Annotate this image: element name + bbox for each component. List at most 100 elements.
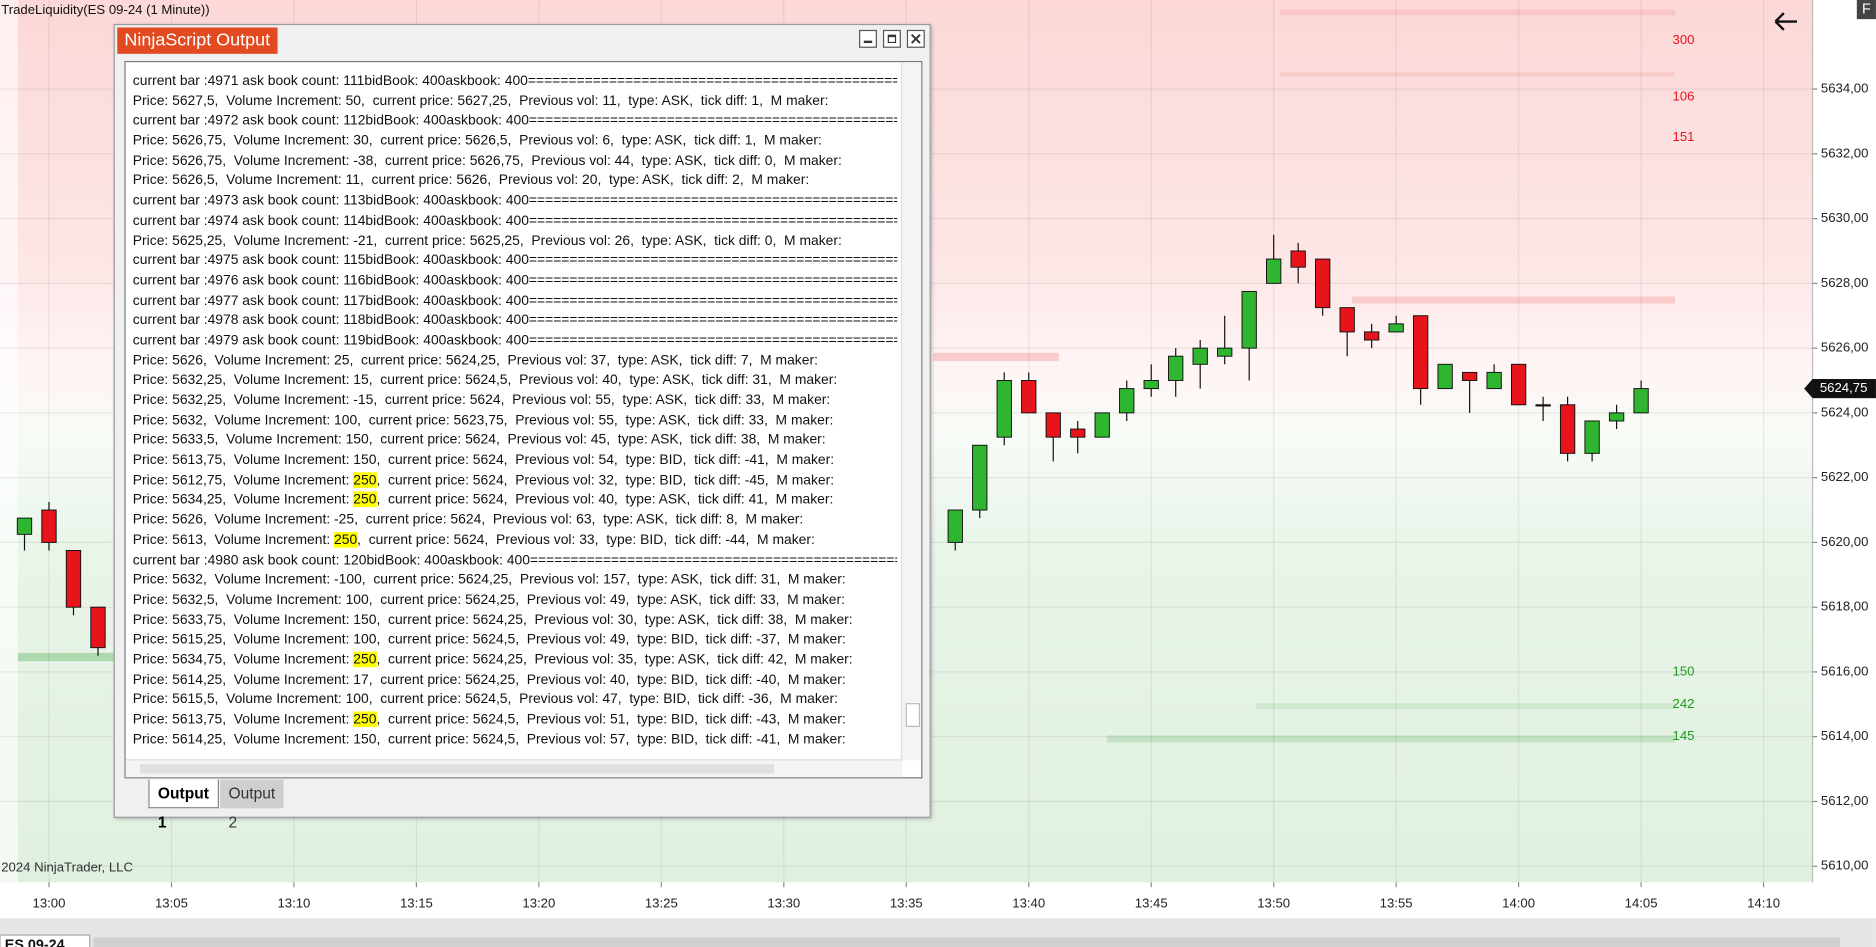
highlighted-text: 250 xyxy=(334,531,358,548)
output-line: Price: 5632, Volume Increment: -100, cur… xyxy=(132,571,846,588)
y-tick-label: 5614,00 xyxy=(1821,728,1869,743)
marks xyxy=(16,234,1649,656)
output-line: Price: 5612,75, Volume Increment: 250, c… xyxy=(133,471,897,491)
candle-body xyxy=(1535,404,1551,407)
output-line: Price: 5614,25, Volume Increment: 150, c… xyxy=(132,731,846,747)
output-text-area: current bar :4971 ask book count: 111bid… xyxy=(124,60,923,779)
output-line: current bar :4972 ask book count: 112bid… xyxy=(132,112,898,129)
y-tick-label: 5622,00 xyxy=(1821,469,1869,484)
corner-letter[interactable]: F xyxy=(1862,1,1871,17)
output-line: current bar :4973 ask book count: 113bid… xyxy=(132,192,898,209)
scroll-thumb[interactable] xyxy=(139,764,775,774)
line-segment: Price: 5634,25, Volume Increment: xyxy=(132,491,354,508)
depth-volume-label: 242 xyxy=(1673,696,1695,711)
candle-body xyxy=(1021,380,1037,414)
close-button[interactable] xyxy=(906,29,925,48)
candle-body xyxy=(1339,307,1355,333)
y-tick-label: 5628,00 xyxy=(1821,275,1869,290)
output-line: Price: 5626,75, Volume Increment: -38, c… xyxy=(132,152,842,169)
scroll-thumb[interactable] xyxy=(905,703,921,727)
instrument-tab[interactable] xyxy=(0,934,91,947)
highlighted-text: 250 xyxy=(353,472,377,488)
x-tick-label: 14:05 xyxy=(1625,895,1658,910)
candle-body xyxy=(1266,258,1282,284)
x-tick-label: 13:45 xyxy=(1135,895,1168,910)
output-line: Price: 5615,5, Volume Increment: 100, cu… xyxy=(132,691,838,708)
output-line: Price: 5632,25, Volume Increment: 15, cu… xyxy=(132,372,838,388)
price-axis-band xyxy=(1812,0,1876,883)
x-tick-label: 13:10 xyxy=(277,895,310,910)
output-line: Price: 5633,75, Volume Increment: 150, c… xyxy=(132,611,853,628)
back-arrow[interactable] xyxy=(1774,12,1797,31)
y-tick-label: 5610,00 xyxy=(1821,858,1869,873)
y-tick-label: 5616,00 xyxy=(1821,663,1869,678)
output-line: Price: 5626,75, Volume Increment: 30, cu… xyxy=(132,132,822,149)
depth-volume-label: 150 xyxy=(1673,663,1695,678)
x-tick-label: 13:40 xyxy=(1012,895,1045,910)
output-tab[interactable]: Output 2 xyxy=(220,779,284,831)
output-line: Price: 5613, Volume Increment: 250, curr… xyxy=(133,531,897,551)
output-tab[interactable]: Output 1 xyxy=(148,779,219,831)
output-line: Price: 5626, Volume Increment: -25, curr… xyxy=(132,511,804,528)
output-window: NinjaScript Output current bar :4971 ask… xyxy=(113,23,931,831)
output-line: Price: 5634,75, Volume Increment: 250, c… xyxy=(133,650,897,670)
vertical-scrollbar[interactable] xyxy=(900,62,922,761)
horizontal-scrollbar[interactable] xyxy=(125,759,903,778)
candle-body xyxy=(1584,420,1600,454)
output-line: Price: 5614,25, Volume Increment: 17, cu… xyxy=(132,671,846,688)
line-segment: , current price: 5624, Previous vol: 40,… xyxy=(376,491,834,508)
x-tick-label: 13:30 xyxy=(767,895,800,910)
x-tick-label: 13:25 xyxy=(645,895,678,910)
y-tick-label: 5630,00 xyxy=(1821,210,1869,225)
output-line: current bar :4971 ask book count: 111bid… xyxy=(132,72,898,89)
y-tick-label: 5624,00 xyxy=(1821,404,1869,419)
stripe xyxy=(1280,9,1675,16)
window-title: NinjaScript Output xyxy=(117,27,278,54)
minimize-button[interactable] xyxy=(859,29,877,48)
maximize-button[interactable] xyxy=(882,29,901,48)
corner-button[interactable] xyxy=(1856,0,1876,20)
candle-body xyxy=(1217,347,1233,357)
candle-body xyxy=(972,444,988,511)
candle-body xyxy=(1412,315,1429,390)
copyright: 2024 NinjaTrader, LLC xyxy=(1,860,133,875)
line-segment: Price: 5613, Volume Increment: xyxy=(132,531,335,548)
last-price-box xyxy=(1812,379,1876,399)
x-tick-label: 14:00 xyxy=(1502,895,1535,910)
output-line: current bar :4979 ask book count: 119bid… xyxy=(132,332,898,348)
x-tick-label: 13:00 xyxy=(33,895,66,910)
x-tick-label: 13:50 xyxy=(1257,895,1290,910)
output-line: Price: 5632,5, Volume Increment: 100, cu… xyxy=(132,591,845,608)
highlighted-text: 250 xyxy=(353,711,377,727)
line-segment: , current price: 5624,25, Previous vol: … xyxy=(376,651,853,668)
output-line: Price: 5633,5, Volume Increment: 150, cu… xyxy=(132,432,826,448)
instrument-tab-label[interactable]: ES 09-24 xyxy=(5,938,65,947)
candle-body xyxy=(1510,363,1527,406)
candle-body xyxy=(1315,258,1331,309)
output-line: Price: 5634,25, Volume Increment: 250, c… xyxy=(133,491,897,511)
x-tick-label: 13:05 xyxy=(155,895,188,910)
candle-body xyxy=(996,380,1012,438)
candle-body xyxy=(90,606,106,649)
output-line: Price: 5632, Volume Increment: 100, curr… xyxy=(132,412,834,428)
candle-body xyxy=(1559,404,1576,454)
candle-body xyxy=(1168,355,1184,381)
y-tick-label: 5634,00 xyxy=(1821,81,1869,96)
output-line: current bar :4980 ask book count: 120bid… xyxy=(132,551,898,568)
output-line: current bar :4975 ask book count: 115bid… xyxy=(132,252,898,269)
candle-body xyxy=(1608,412,1625,422)
candle-body xyxy=(1486,371,1502,390)
output-line: current bar :4976 ask book count: 116bid… xyxy=(132,272,898,289)
stripe xyxy=(1280,71,1675,77)
last-price-label: 5624,75 xyxy=(1820,380,1868,395)
output-line: Price: 5615,25, Volume Increment: 100, c… xyxy=(132,631,846,648)
chart-title: TradeLiquidity(ES 09-24 (1 Minute)) xyxy=(1,2,209,17)
candle-body xyxy=(1290,250,1306,268)
y-tick-label: 5632,00 xyxy=(1821,145,1869,160)
candle-body xyxy=(65,550,82,608)
candle-body xyxy=(41,509,57,543)
line-segment: Price: 5613,75, Volume Increment: xyxy=(132,711,354,727)
output-line: current bar :4974 ask book count: 114bid… xyxy=(132,212,898,229)
output-line: Price: 5613,75, Volume Increment: 150, c… xyxy=(132,452,835,468)
